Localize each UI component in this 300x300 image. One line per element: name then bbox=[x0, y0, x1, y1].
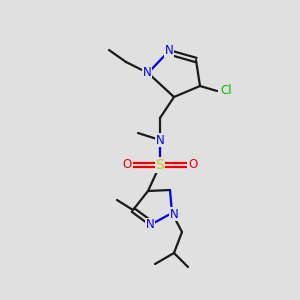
Text: O: O bbox=[188, 158, 198, 172]
Text: N: N bbox=[142, 67, 152, 80]
Text: Cl: Cl bbox=[220, 85, 232, 98]
Text: O: O bbox=[122, 158, 132, 172]
Text: N: N bbox=[146, 218, 154, 232]
Text: N: N bbox=[169, 208, 178, 220]
Text: N: N bbox=[165, 44, 173, 58]
Text: S: S bbox=[156, 158, 164, 172]
Text: N: N bbox=[156, 134, 164, 146]
